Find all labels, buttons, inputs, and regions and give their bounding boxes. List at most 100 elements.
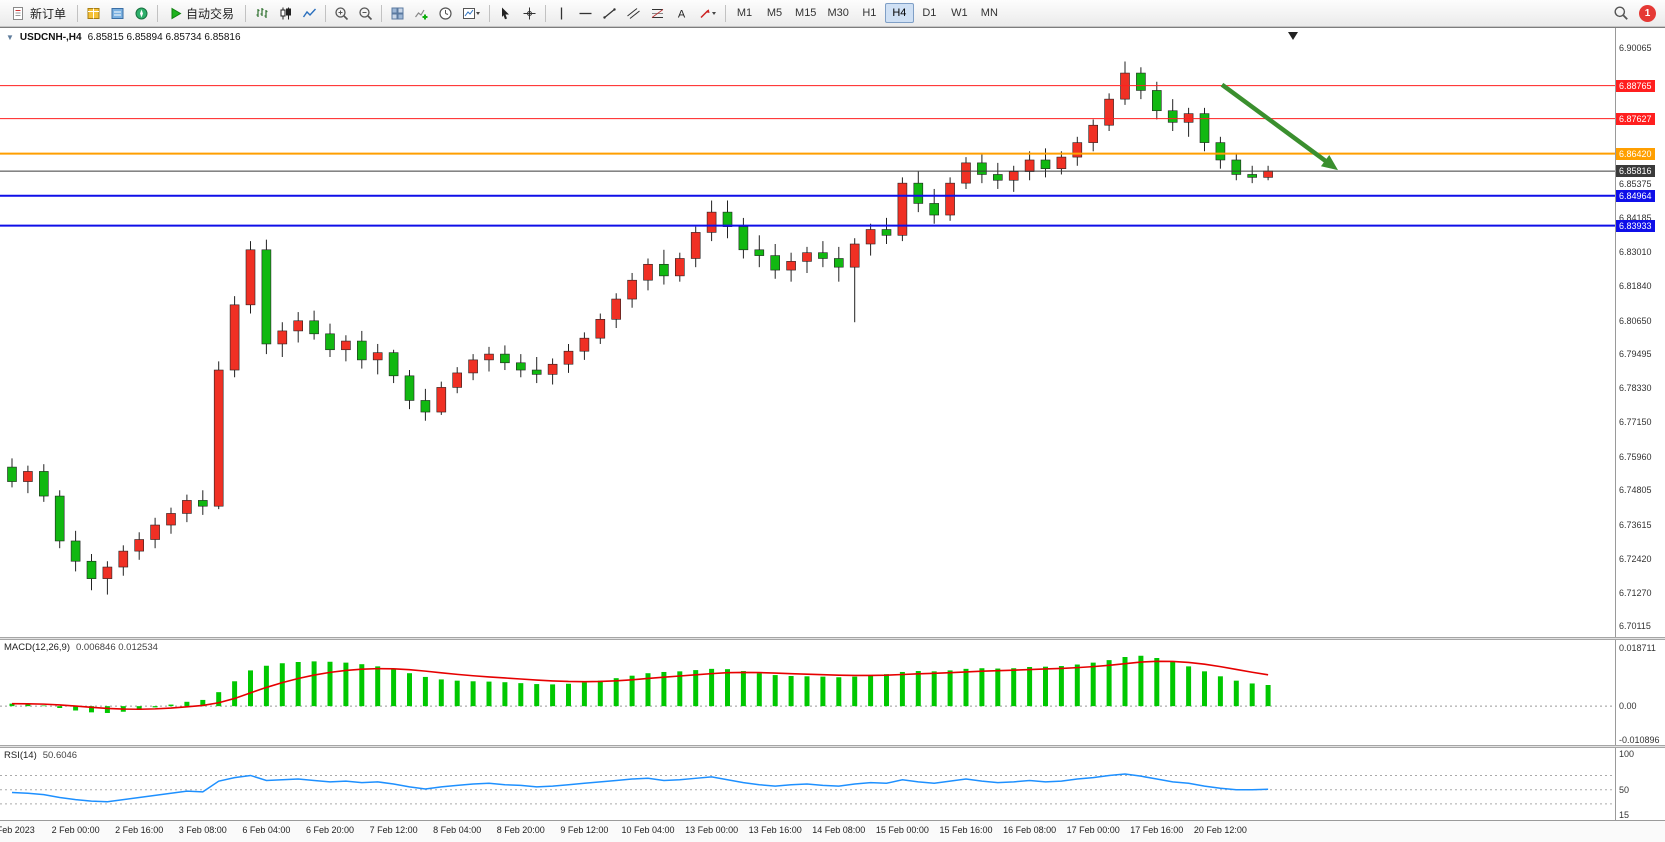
arrows-button[interactable] — [694, 2, 721, 24]
channel-button[interactable] — [622, 2, 645, 24]
candle-body — [579, 337, 590, 352]
rsi-axis[interactable]: 100 50 15 — [1615, 748, 1665, 820]
candle-body — [738, 226, 749, 251]
candle-body — [325, 333, 335, 351]
price-tick: 6.84185 — [1619, 213, 1652, 224]
candle-body — [7, 466, 17, 482]
text-button[interactable]: A — [670, 2, 693, 24]
search-icon — [1614, 6, 1628, 20]
timeframe-h1-button[interactable]: H1 — [855, 3, 884, 23]
time-label: 16 Feb 08:00 — [1003, 825, 1057, 835]
time-label: 6 Feb 04:00 — [242, 825, 291, 835]
candle-body — [1104, 98, 1114, 126]
macd-chart[interactable] — [0, 640, 1615, 745]
candle-body — [436, 387, 447, 413]
autotrading-play-icon — [171, 7, 182, 19]
candlestick-chart-button[interactable] — [274, 2, 297, 24]
candle-body — [1263, 170, 1273, 178]
rsi-plot[interactable]: RSI(14) 50.6046 — [0, 748, 1615, 820]
candle-body — [531, 369, 542, 375]
price-axis[interactable]: 6.90065 6.85375 6.84185 6.83010 6.81840 6.806… — [1615, 28, 1665, 637]
price-tag-6.83933: 6.83933 — [1616, 219, 1655, 232]
indicators-add-icon — [415, 9, 428, 19]
time-label: 1 Feb 2023 — [0, 825, 35, 835]
timeframe-d1-button[interactable]: D1 — [915, 3, 944, 23]
candle-body — [1056, 156, 1067, 169]
candlestick-chart[interactable] — [0, 28, 1615, 638]
line-chart-button[interactable] — [298, 2, 321, 24]
candle-body — [881, 229, 892, 236]
market-watch-button[interactable] — [82, 2, 105, 24]
time-label: 17 Feb 16:00 — [1130, 825, 1184, 835]
panel-splitter[interactable] — [0, 745, 1665, 748]
price-tick: 6.78330 — [1619, 382, 1652, 393]
templates-icon — [463, 7, 481, 19]
timeframe-m30-button[interactable]: M30 — [822, 3, 853, 23]
candle-body — [86, 560, 97, 579]
candle-body — [547, 363, 558, 375]
timeframe-m15-button[interactable]: M15 — [790, 3, 821, 23]
main-chart-plot[interactable]: ▼ USDCNH-,H4 6.85815 6.85894 6.85734 6.8… — [0, 28, 1615, 637]
chart-shift-marker[interactable] — [1288, 32, 1298, 40]
macd-axis-label: -0.010896 — [1619, 735, 1660, 745]
candle-body — [500, 353, 510, 364]
tile-windows-icon — [391, 7, 404, 19]
panel-splitter[interactable] — [0, 637, 1665, 640]
trendline-icon — [603, 7, 616, 19]
candle-body — [1167, 110, 1178, 123]
rsi-line — [11, 773, 1269, 803]
candle-body — [1024, 159, 1035, 172]
timeframe-w1-button[interactable]: W1 — [945, 3, 974, 23]
timeframe-m5-button[interactable]: M5 — [760, 3, 789, 23]
price-tick: 6.71270 — [1619, 587, 1652, 598]
timeframe-group: M1 M5 M15 M30 H1 H4 D1 W1 MN — [730, 3, 1004, 23]
candle-body — [674, 258, 685, 277]
indicators-button[interactable] — [410, 2, 433, 24]
rsi-axis-label: 100 — [1619, 749, 1635, 760]
zoom-in-button[interactable] — [330, 2, 353, 24]
cursor-button[interactable] — [494, 2, 517, 24]
crosshair-button[interactable] — [518, 2, 541, 24]
one-click-trading-toggle[interactable]: ▼ — [6, 33, 14, 42]
notification-badge[interactable]: 1 — [1639, 4, 1656, 22]
zoom-out-button[interactable] — [354, 2, 377, 24]
search-button[interactable] — [1609, 2, 1633, 24]
candle-body — [70, 540, 81, 562]
fibonacci-button[interactable] — [646, 2, 669, 24]
rsi-chart[interactable] — [0, 748, 1615, 820]
candle-body — [341, 340, 351, 351]
crosshair-icon — [523, 7, 536, 19]
navigator-button[interactable] — [130, 2, 153, 24]
macd-signal-line — [11, 660, 1269, 711]
templates-button[interactable] — [458, 2, 485, 24]
timeframe-mn-button[interactable]: MN — [975, 3, 1004, 23]
macd-plot[interactable]: MACD(12,26,9) 0.006846 0.012534 — [0, 640, 1615, 745]
vertical-line-button[interactable] — [550, 2, 573, 24]
candle-body — [102, 566, 113, 579]
candle-body — [706, 211, 717, 233]
autotrading-button[interactable]: 自动交易 — [162, 2, 241, 24]
time-axis[interactable]: 1 Feb 2023 2 Feb 00:00 2 Feb 16:00 3 Feb 08… — [0, 820, 1665, 842]
macd-axis-label: 0.00 — [1619, 701, 1637, 712]
time-label: 20 Feb 12:00 — [1193, 825, 1247, 835]
candle-body — [722, 211, 733, 227]
trendline-button[interactable] — [598, 2, 621, 24]
macd-axis[interactable]: 0.018711 0.00 -0.010896 — [1615, 640, 1665, 745]
autotrading-label: 自动交易 — [186, 6, 235, 21]
rsi-value: 50.6046 — [42, 750, 78, 761]
price-tag-6.88765: 6.88765 — [1616, 79, 1655, 92]
price-tick: 6.77150 — [1619, 417, 1652, 428]
trend-arrow[interactable] — [1220, 82, 1332, 166]
tile-windows-button[interactable] — [386, 2, 409, 24]
horizontal-line-button[interactable] — [574, 2, 597, 24]
toolbar: 新订单 — [0, 0, 1665, 27]
macd-label: MACD(12,26,9) 0.006846 0.012534 — [4, 642, 158, 653]
timeframe-h4-button[interactable]: H4 — [884, 3, 914, 23]
data-window-button[interactable] — [106, 2, 129, 24]
new-order-button[interactable]: 新订单 — [4, 2, 73, 24]
candle-body — [293, 320, 304, 332]
timeframe-m1-button[interactable]: M1 — [730, 3, 759, 23]
candle-body — [1136, 72, 1146, 91]
bar-chart-button[interactable] — [250, 2, 273, 24]
periods-button[interactable] — [434, 2, 457, 24]
